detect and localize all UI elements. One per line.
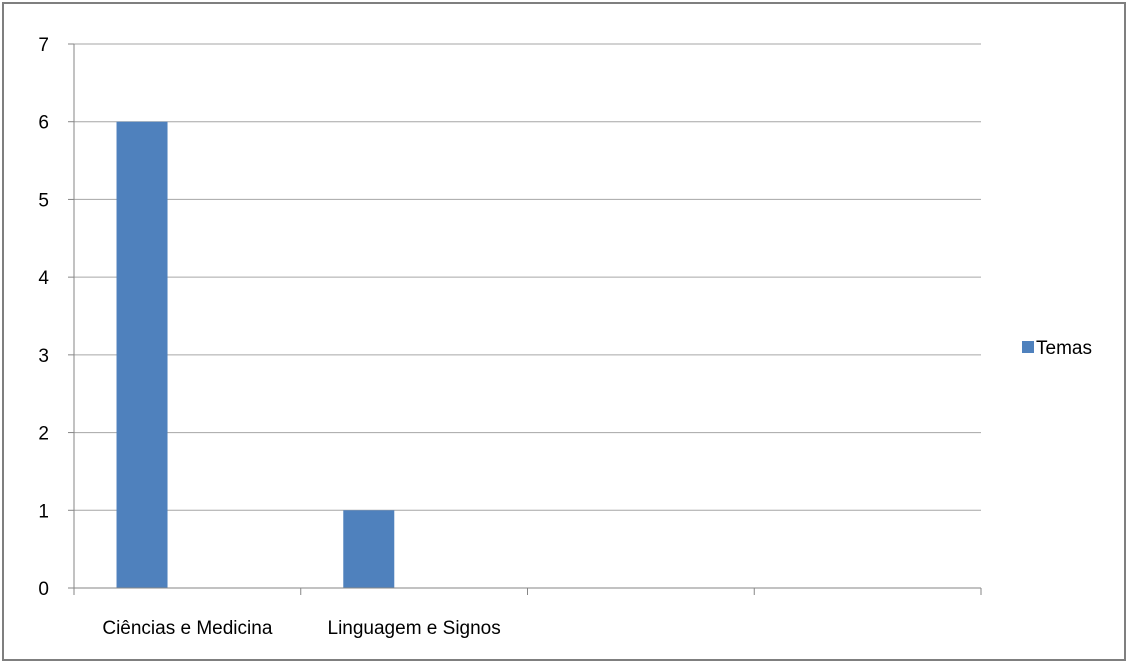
- y-tick-label: 7: [38, 35, 49, 56]
- y-tick-labels: 0 1 2 3 4 5 6 7: [38, 35, 49, 600]
- y-tick-label: 4: [38, 268, 49, 289]
- bar-Linguagem e Signos: [343, 510, 395, 588]
- legend-swatch-temas: [1022, 341, 1034, 353]
- y-tick-label: 2: [38, 424, 49, 445]
- y-tick-label: 0: [38, 579, 49, 600]
- y-tick-label: 5: [38, 190, 49, 211]
- x-tick-label: Linguagem e Signos: [328, 618, 501, 639]
- bar-Ciências e Medicina: [116, 121, 168, 588]
- legend-label-temas: Temas: [1036, 338, 1092, 359]
- x-tick-labels: Ciências e Medicina Linguagem e Signos: [102, 618, 500, 639]
- bars: [116, 121, 395, 588]
- x-tick-label: Ciências e Medicina: [102, 618, 272, 639]
- bar-chart: 0 1 2 3 4 5 6 7 Ciências e Medicina Linguagem e …: [38, 35, 1092, 639]
- y-tick-label: 3: [38, 346, 49, 367]
- gridlines: [74, 43, 981, 511]
- y-tick-label: 1: [38, 501, 49, 522]
- y-tick-label: 6: [38, 113, 49, 134]
- axes: [68, 43, 982, 595]
- legend: Temas: [1022, 338, 1092, 359]
